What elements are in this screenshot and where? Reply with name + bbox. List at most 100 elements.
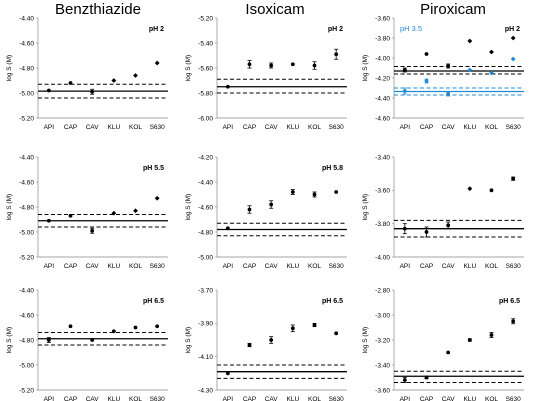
data-point (90, 338, 95, 342)
column-title-benzthiazide: Benzthiazide (55, 1, 141, 18)
y-axis-label: log S (M) (6, 55, 13, 81)
data-point (334, 190, 339, 194)
x-tick-label: KLU (108, 396, 121, 401)
chart-panel: -2.80 -3.00 -3.20 -3.40 -3.60 log S (M) API CAP… (362, 287, 524, 401)
y-tick-label: -4.40 (375, 95, 390, 102)
data-point (489, 188, 494, 193)
y-axis-label: log S (M) (185, 194, 192, 220)
data-point (511, 176, 516, 181)
x-tick-label: CAP (64, 263, 77, 270)
x-tick-label: CAV (265, 396, 279, 401)
data-point (424, 375, 429, 380)
data-point (511, 319, 516, 324)
data-point (424, 52, 429, 56)
y-tick-label: -2.80 (375, 287, 390, 294)
y-tick-label: -4.60 (198, 204, 213, 211)
y-tick-label: -5.80 (198, 90, 213, 97)
data-point (247, 343, 252, 347)
x-tick-label: KLU (464, 396, 477, 401)
x-tick-label: CAP (420, 124, 433, 131)
data-point (446, 92, 451, 96)
x-tick-label: CAV (86, 396, 100, 401)
panel-ph-label: pH 5.5 (143, 165, 164, 172)
data-point (334, 331, 339, 336)
data-point (312, 63, 317, 68)
panel-ph-label: pH 6.5 (143, 298, 164, 305)
x-tick-label: CAV (442, 124, 456, 131)
y-tick-label: -4.60 (19, 312, 34, 319)
y-tick-label: -5.20 (198, 15, 213, 22)
x-tick-label: S630 (150, 263, 166, 270)
y-tick-label: -3.80 (375, 221, 390, 228)
x-tick-label: CAV (442, 396, 456, 401)
data-point (489, 333, 494, 337)
y-tick-label: -5.00 (19, 229, 34, 236)
y-axis-label: log S (M) (362, 327, 369, 353)
y-tick-label: -5.20 (19, 387, 34, 394)
y-axis-label: log S (M) (6, 327, 13, 353)
y-tick-label: -5.00 (19, 90, 34, 97)
chart-panel: -4.40 -4.60 -4.80 -5.00 -5.20 log S (M) API CAP… (6, 154, 168, 270)
x-tick-label: KOL (308, 263, 321, 270)
x-tick-label: KOL (129, 263, 142, 270)
data-point-diamond (467, 186, 473, 192)
data-point (46, 338, 51, 342)
data-point (467, 338, 472, 342)
y-tick-label: -6.00 (198, 115, 213, 122)
x-tick-label: API (400, 263, 411, 270)
x-tick-label: KOL (485, 124, 498, 131)
x-tick-label: CAP (64, 124, 77, 131)
data-point (90, 89, 95, 94)
data-point-diamond (489, 49, 494, 55)
data-point-diamond (467, 38, 473, 44)
data-point (269, 202, 274, 207)
x-tick-label: KLU (464, 263, 477, 270)
data-point (133, 325, 138, 330)
y-tick-label: -4.40 (198, 179, 213, 186)
x-tick-label: KOL (308, 396, 321, 401)
chart-panel: -3.70 -3.90 -4.10 -4.30 log S (M) API CAP CAV KL… (185, 287, 347, 401)
y-tick-label: -4.00 (375, 55, 390, 62)
data-point (225, 84, 230, 89)
data-point (269, 63, 274, 68)
x-tick-label: S630 (506, 124, 522, 131)
x-tick-label: KOL (308, 124, 321, 131)
data-point-diamond (111, 78, 117, 83)
x-tick-label: KLU (108, 124, 121, 131)
data-point (111, 329, 116, 334)
data-point (247, 62, 252, 67)
y-axis-label: log S (M) (362, 55, 369, 81)
data-point-diamond (467, 67, 473, 73)
x-tick-label: KLU (287, 124, 300, 131)
x-tick-label: API (223, 124, 234, 131)
data-point (46, 88, 51, 93)
y-tick-label: -4.60 (375, 115, 390, 122)
x-tick-label: CAP (243, 124, 256, 131)
x-tick-label: S630 (150, 124, 166, 131)
y-tick-label: -3.80 (375, 35, 390, 42)
data-point-diamond (133, 73, 138, 78)
y-tick-label: -4.80 (198, 229, 213, 236)
panels: -4.40 -4.60 -4.80 -5.00 -5.20 log S (M) API CAP… (6, 15, 524, 401)
data-point (424, 230, 429, 234)
x-tick-label: S630 (506, 263, 522, 270)
data-point (225, 226, 230, 231)
x-tick-label: CAP (420, 396, 433, 401)
y-tick-label: -5.20 (19, 115, 34, 122)
data-point (68, 324, 73, 329)
x-tick-label: API (223, 263, 234, 270)
x-tick-label: API (44, 396, 55, 401)
data-point (247, 207, 252, 212)
y-axis-label: log S (M) (185, 55, 192, 81)
x-tick-label: CAV (265, 124, 279, 131)
data-point-diamond (133, 208, 138, 214)
x-tick-label: S630 (329, 263, 345, 270)
data-point (402, 378, 407, 382)
x-tick-label: S630 (150, 396, 166, 401)
y-tick-label: -3.60 (375, 188, 390, 195)
data-point (402, 226, 407, 231)
data-point (334, 52, 339, 57)
y-tick-label: -3.40 (375, 362, 390, 369)
chart-panel: -4.20 -4.40 -4.60 -4.80 -5.00 log S (M) API CAP… (185, 154, 347, 270)
x-tick-label: CAP (243, 396, 256, 401)
